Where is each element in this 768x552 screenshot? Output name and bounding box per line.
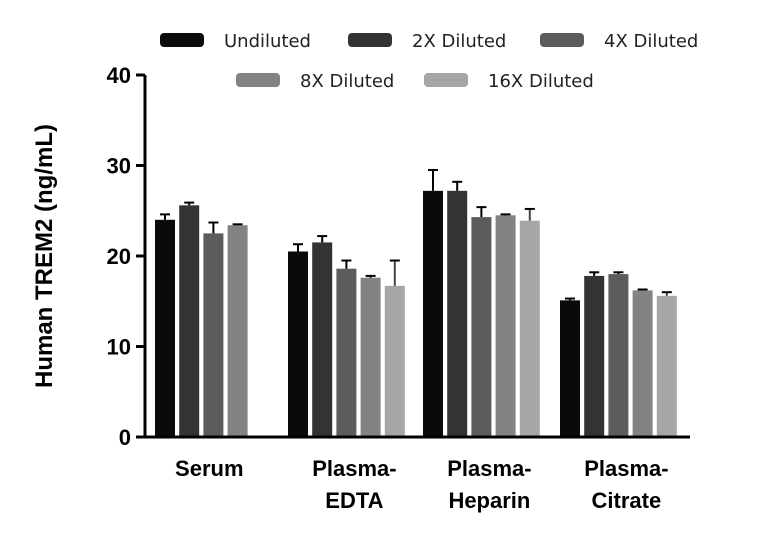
legend-swatch bbox=[348, 33, 392, 47]
bar-group bbox=[288, 235, 405, 437]
bar bbox=[360, 277, 381, 437]
y-tick-label: 20 bbox=[107, 244, 131, 269]
bar bbox=[447, 190, 468, 437]
legend-item: 2X Diluted bbox=[348, 31, 506, 52]
bar bbox=[560, 300, 580, 437]
legend-label: Undiluted bbox=[224, 31, 311, 52]
bar bbox=[288, 251, 308, 437]
legend-label: 2X Diluted bbox=[412, 31, 506, 52]
bar bbox=[227, 225, 248, 437]
category-label-line2: EDTA bbox=[325, 488, 383, 513]
legend-item: Undiluted bbox=[160, 31, 311, 52]
legend: Undiluted 2X Diluted 4X Diluted 8X Diluted 1… bbox=[160, 31, 698, 92]
bar bbox=[471, 217, 492, 437]
category-label-line2: Heparin bbox=[448, 488, 530, 513]
bar bbox=[312, 242, 333, 437]
y-tick-label: 0 bbox=[119, 425, 131, 450]
bars bbox=[155, 169, 677, 437]
legend-item: 8X Diluted bbox=[236, 71, 394, 92]
category-label-line2: Citrate bbox=[592, 488, 662, 513]
y-ticks: 0 10 20 30 40 bbox=[107, 63, 145, 450]
bar bbox=[632, 290, 653, 437]
bar bbox=[608, 274, 629, 437]
bar bbox=[336, 268, 357, 437]
axes bbox=[143, 75, 690, 439]
bar bbox=[203, 233, 224, 437]
legend-item: 16X Diluted bbox=[424, 71, 594, 92]
bar-group bbox=[155, 201, 248, 437]
y-tick-label: 30 bbox=[107, 154, 131, 179]
bar bbox=[423, 190, 443, 437]
category-label: Serum bbox=[175, 456, 243, 481]
y-tick-label: 10 bbox=[107, 335, 131, 360]
bar bbox=[584, 275, 605, 437]
bar-group bbox=[423, 169, 540, 437]
x-ticks: Serum Plasma- EDTA Plasma- Heparin Plasma- Cit… bbox=[175, 456, 669, 513]
category-label: Plasma- bbox=[584, 456, 668, 481]
bar-group bbox=[560, 271, 677, 437]
bar bbox=[155, 219, 175, 437]
legend-swatch bbox=[236, 73, 280, 87]
legend-swatch bbox=[160, 33, 204, 47]
legend-label: 16X Diluted bbox=[488, 71, 594, 92]
legend-item: 4X Diluted bbox=[540, 31, 698, 52]
y-tick-label: 40 bbox=[107, 63, 131, 88]
legend-label: 4X Diluted bbox=[604, 31, 698, 52]
legend-swatch bbox=[424, 73, 468, 87]
bar bbox=[519, 220, 540, 437]
category-label: Plasma- bbox=[312, 456, 396, 481]
bar bbox=[179, 205, 200, 437]
y-axis-title: Human TREM2 (ng/mL) bbox=[31, 124, 58, 388]
bar bbox=[384, 285, 405, 437]
bar bbox=[495, 215, 516, 437]
legend-label: 8X Diluted bbox=[300, 71, 394, 92]
category-label: Plasma- bbox=[447, 456, 531, 481]
bar bbox=[656, 295, 677, 437]
legend-swatch bbox=[540, 33, 584, 47]
